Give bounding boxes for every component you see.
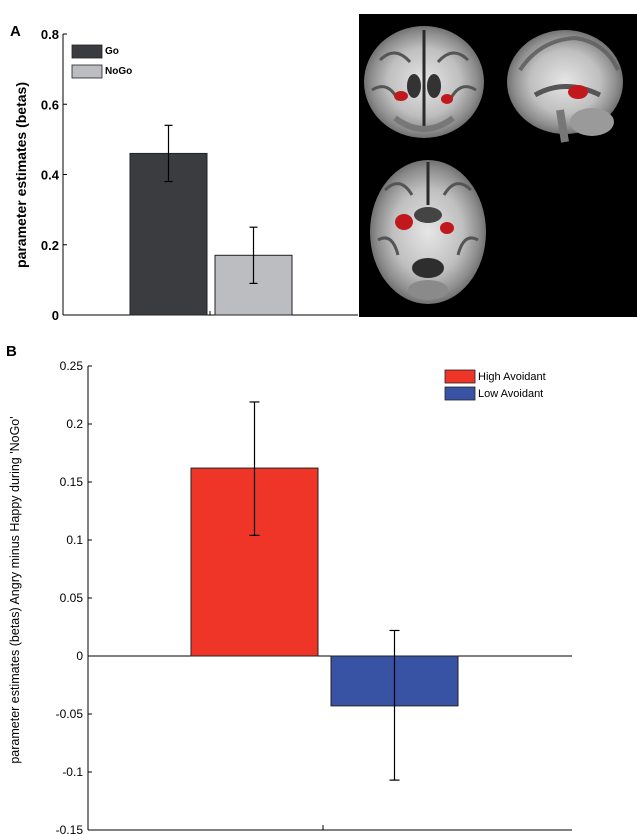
panel-b-y-tick-label: 0.25 bbox=[60, 359, 84, 373]
panel-b-legend-label: Low Avoidant bbox=[478, 388, 543, 400]
panel-b-legend-swatch bbox=[444, 386, 476, 401]
panel-a-y-tick-label: 0.6 bbox=[41, 97, 59, 112]
panel-b-y-tick-label: 0 bbox=[76, 649, 83, 663]
coronal-slice bbox=[364, 26, 484, 138]
panel-a-legend-label: NoGo bbox=[105, 66, 132, 77]
panel-b-label: B bbox=[6, 343, 17, 360]
panel-b-legend-swatch bbox=[444, 369, 476, 384]
panel-b-y-tick-label: -0.05 bbox=[56, 707, 84, 721]
panel-b-y-tick-label: 0.05 bbox=[60, 591, 84, 605]
panel-a-y-tick-label: 0.4 bbox=[41, 168, 60, 183]
panel-a-y-tick-label: 0 bbox=[52, 308, 59, 323]
panel-b-y-tick-label: 0.1 bbox=[66, 533, 83, 547]
panel-b-y-tick-label: 0.2 bbox=[66, 417, 83, 431]
panel-a-bar-chart: A parameter estimates (betas) 0 0.2 0.4 0.6… bbox=[10, 23, 358, 323]
panel-b-legend-label: High Avoidant bbox=[478, 371, 546, 383]
panel-b-legend: High Avoidant Low Avoidant bbox=[444, 369, 546, 401]
panel-a-axes: 0 0.2 0.4 0.6 0.8 bbox=[41, 27, 358, 323]
panel-a-bars bbox=[129, 124, 293, 316]
panel-b-bars bbox=[190, 401, 459, 781]
panel-a-y-axis-label: parameter estimates (betas) bbox=[13, 82, 29, 268]
sagittal-activation bbox=[568, 85, 588, 99]
panel-b-y-tick-label: -0.1 bbox=[62, 765, 83, 779]
panel-b-y-tick-label: -0.15 bbox=[56, 823, 84, 834]
panel-b-axes: -0.15 -0.1 -0.05 0 0.05 0.1 0.15 0.2 0.25 bbox=[56, 359, 572, 834]
panel-b-bar-chart: B parameter estimates (betas) Angry minu… bbox=[6, 343, 572, 834]
panel-b-y-tick-label: 0.15 bbox=[60, 475, 84, 489]
panel-a-legend-swatch bbox=[71, 64, 103, 79]
panel-a-y-tick-label: 0.8 bbox=[41, 27, 59, 42]
panel-b-y-axis-label: parameter estimates (betas) Angry minus … bbox=[8, 416, 22, 763]
panel-a-legend: Go NoGo bbox=[71, 44, 132, 79]
panel-a-legend-swatch bbox=[71, 44, 103, 59]
coronal-activation-right bbox=[441, 94, 453, 104]
panel-a-label: A bbox=[10, 23, 21, 40]
brain-mri-image bbox=[359, 14, 637, 317]
coronal-activation-left bbox=[394, 91, 408, 101]
axial-activation-left bbox=[395, 214, 413, 230]
panel-a-y-tick-label: 0.2 bbox=[41, 238, 59, 253]
axial-slice bbox=[370, 160, 486, 304]
panel-a-legend-label: Go bbox=[105, 46, 119, 57]
sagittal-slice bbox=[507, 30, 623, 143]
axial-activation-right bbox=[440, 222, 454, 234]
